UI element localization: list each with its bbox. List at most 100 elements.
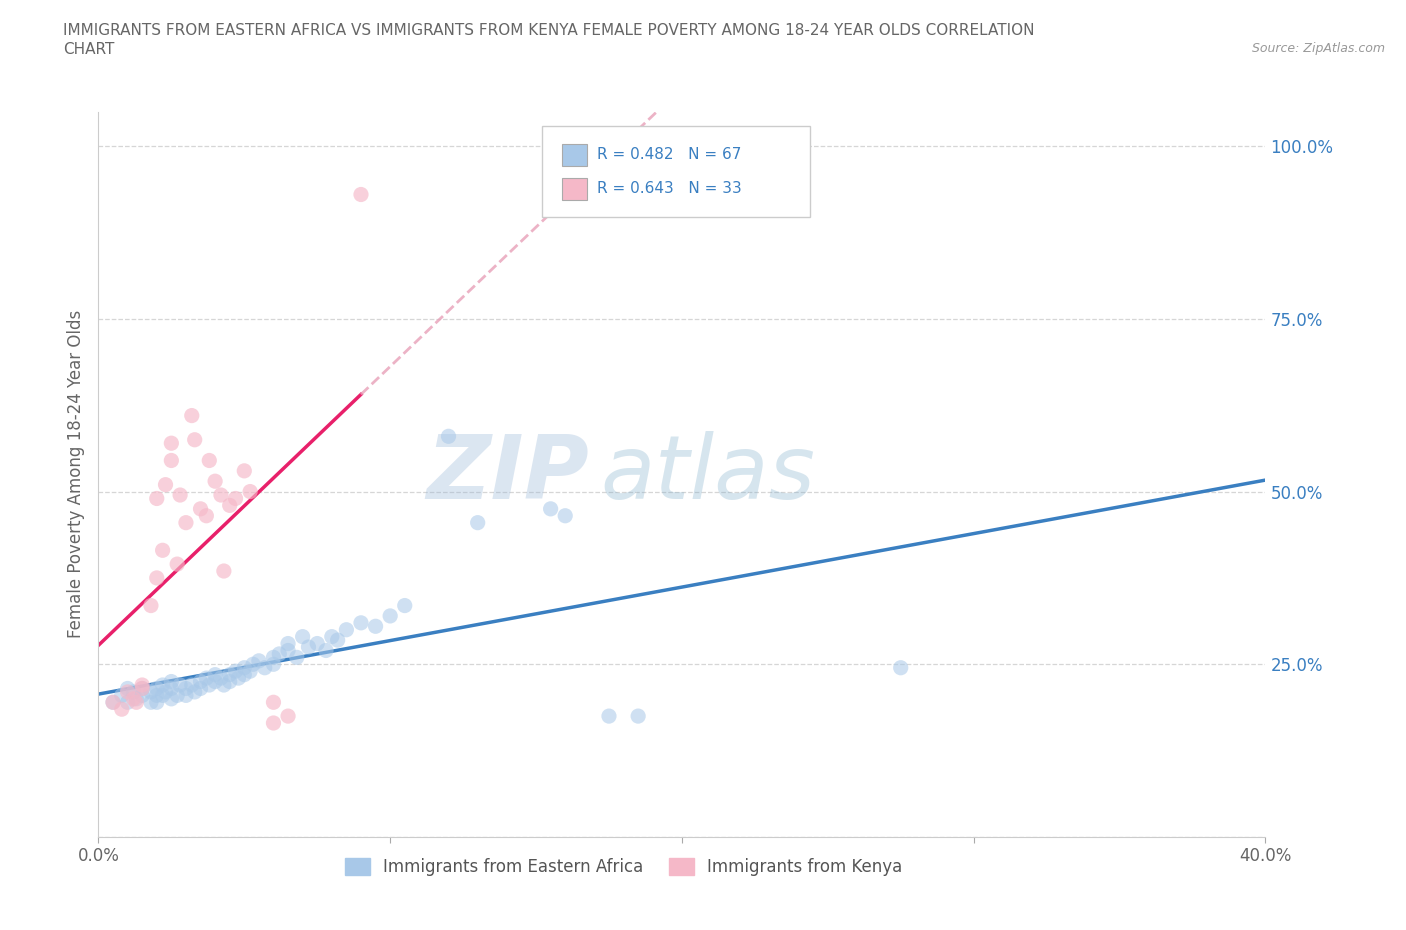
Point (190, 681, 212, 696)
Point (152, 543, 174, 558)
Point (139, 695, 162, 710)
Text: R = 0.643   N = 33: R = 0.643 N = 33 (596, 181, 741, 196)
Point (627, 709, 650, 724)
Point (195, 671, 218, 685)
Point (131, 681, 153, 696)
Point (321, 630, 343, 644)
Point (146, 491, 169, 506)
Point (233, 660, 256, 675)
Point (198, 453, 221, 468)
Point (364, 618, 387, 633)
Point (598, 709, 620, 724)
Point (233, 667, 256, 682)
Text: atlas: atlas (600, 432, 815, 517)
Point (146, 681, 169, 696)
Point (540, 501, 562, 516)
Point (155, 684, 177, 699)
Point (183, 432, 205, 447)
Text: Source: ZipAtlas.com: Source: ZipAtlas.com (1251, 42, 1385, 55)
Legend: Immigrants from Eastern Africa, Immigrants from Kenya: Immigrants from Eastern Africa, Immigran… (339, 852, 908, 883)
Point (297, 640, 319, 655)
Point (131, 681, 153, 696)
Point (467, 515, 489, 530)
Point (198, 678, 221, 693)
Point (437, 429, 460, 444)
Point (218, 674, 240, 689)
Point (228, 671, 250, 685)
Point (169, 487, 191, 502)
Point (218, 667, 240, 682)
Point (152, 678, 174, 693)
Point (262, 657, 284, 671)
Point (131, 688, 153, 703)
Point (204, 667, 226, 682)
Point (166, 688, 188, 703)
Point (262, 715, 284, 730)
Point (269, 646, 291, 661)
Point (225, 491, 247, 506)
Point (183, 684, 205, 699)
Point (160, 691, 183, 706)
Point (233, 463, 256, 478)
Point (190, 501, 212, 516)
Point (209, 487, 232, 502)
Point (291, 630, 314, 644)
Point (117, 681, 139, 696)
Point (380, 608, 402, 623)
Point (166, 557, 188, 572)
Point (239, 664, 262, 679)
FancyBboxPatch shape (562, 178, 588, 200)
Point (204, 473, 226, 488)
Point (122, 691, 145, 706)
Point (139, 598, 162, 613)
Point (101, 695, 124, 710)
Point (277, 709, 299, 724)
Point (160, 436, 183, 451)
Point (554, 509, 576, 524)
Point (117, 695, 139, 710)
Point (146, 570, 169, 585)
Point (174, 515, 197, 530)
Point (155, 477, 177, 492)
FancyBboxPatch shape (541, 126, 810, 217)
Point (160, 453, 183, 468)
Point (253, 660, 276, 675)
Y-axis label: Female Poverty Among 18-24 Year Olds: Female Poverty Among 18-24 Year Olds (66, 311, 84, 638)
Point (242, 657, 264, 671)
Point (160, 681, 183, 696)
Point (394, 598, 416, 613)
Point (262, 695, 284, 710)
Point (315, 643, 337, 658)
Point (169, 678, 191, 693)
Point (174, 681, 197, 696)
Point (125, 691, 148, 706)
Point (335, 622, 357, 637)
Point (111, 702, 134, 717)
Point (111, 688, 134, 703)
FancyBboxPatch shape (562, 143, 588, 166)
Point (190, 674, 212, 689)
Point (890, 660, 912, 675)
Text: ZIP: ZIP (426, 431, 589, 518)
Point (247, 654, 270, 669)
Point (209, 671, 232, 685)
Text: R = 0.482   N = 67: R = 0.482 N = 67 (596, 147, 741, 163)
Point (174, 688, 197, 703)
Point (146, 695, 169, 710)
Text: IMMIGRANTS FROM EASTERN AFRICA VS IMMIGRANTS FROM KENYA FEMALE POVERTY AMONG 18-: IMMIGRANTS FROM EASTERN AFRICA VS IMMIGR… (63, 23, 1035, 38)
Point (239, 485, 262, 499)
Point (152, 688, 174, 703)
Point (212, 678, 235, 693)
Point (117, 684, 139, 699)
Point (139, 684, 162, 699)
Point (225, 664, 247, 679)
Point (277, 636, 299, 651)
Point (146, 688, 169, 703)
Point (180, 408, 202, 423)
Point (125, 695, 148, 710)
Point (204, 674, 226, 689)
Point (350, 616, 373, 631)
Point (285, 650, 308, 665)
Point (277, 643, 299, 658)
Point (160, 674, 183, 689)
